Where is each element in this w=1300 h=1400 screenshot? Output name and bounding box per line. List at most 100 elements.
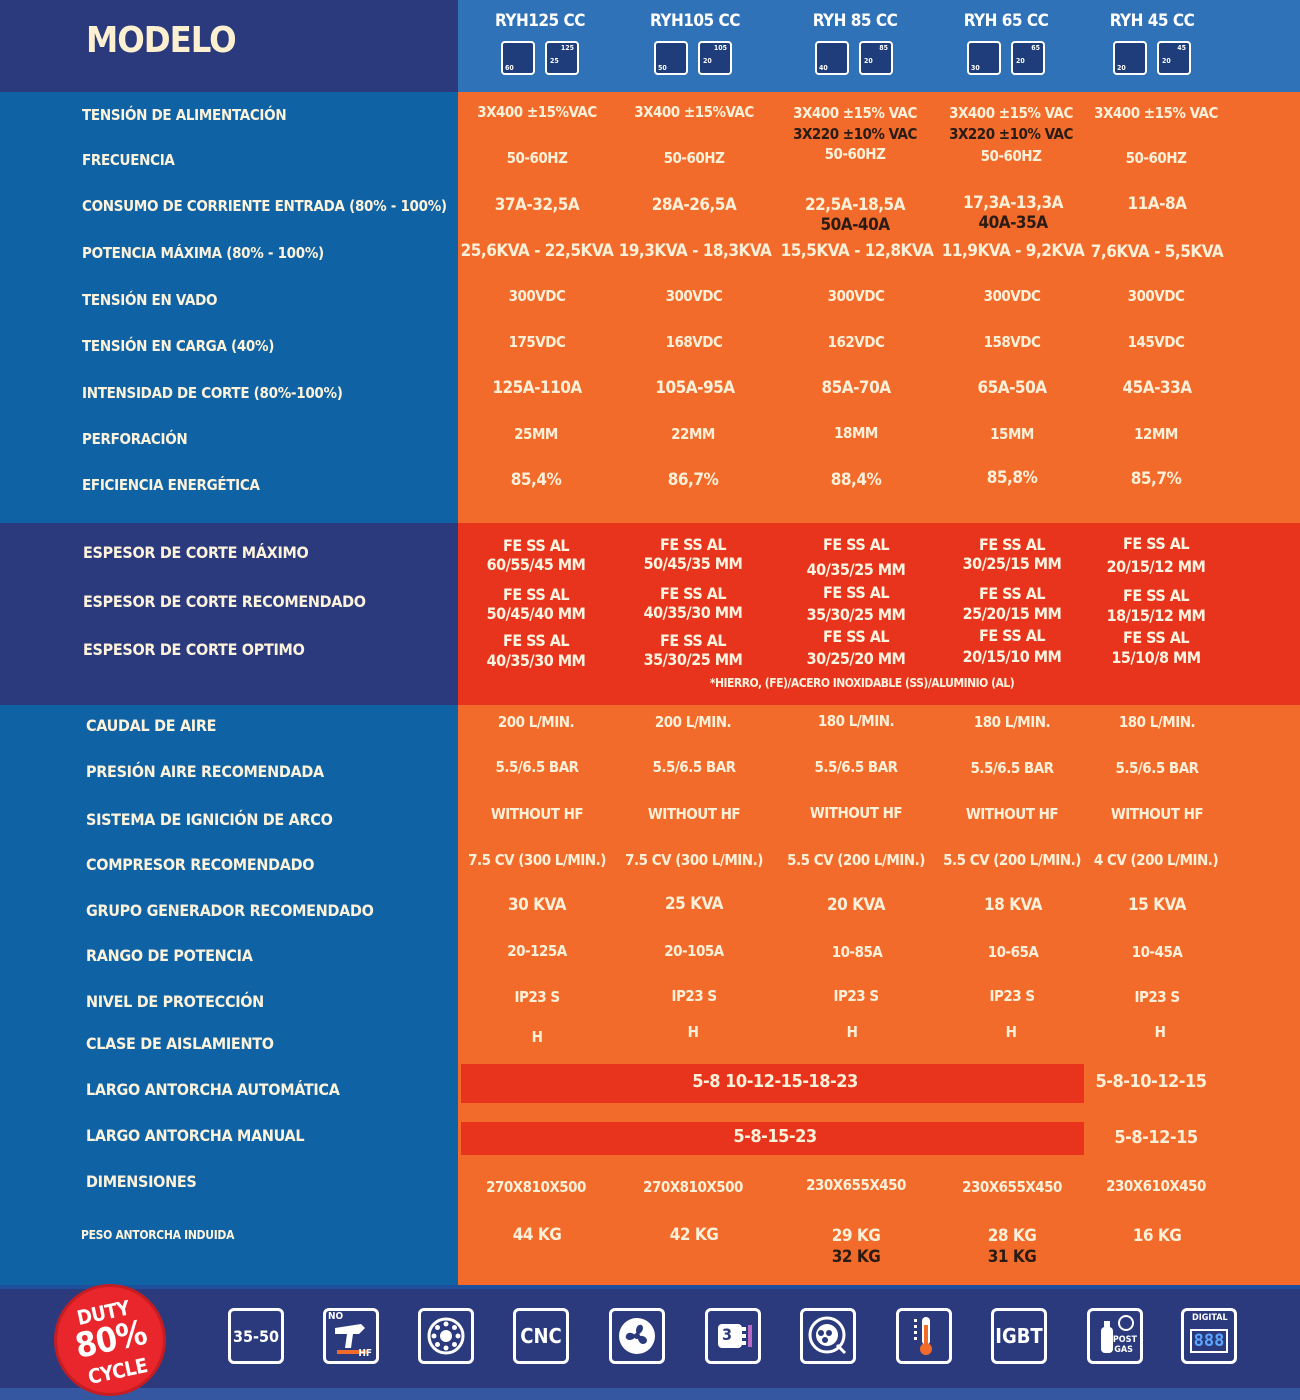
- model-name: RYH 65 CC: [963, 11, 1049, 31]
- connector-icon: [418, 1308, 474, 1364]
- label-aislamiento: CLASE DE AISLAMIENTO: [86, 1034, 274, 1053]
- torch-manual-value-last: 5-8-12-15: [1114, 1127, 1198, 1148]
- model-name: RYH 45 CC: [1109, 11, 1195, 31]
- label-eficiencia: EFICIENCIA ENERGÉTICA: [82, 476, 260, 494]
- pierce-icon: 50: [654, 41, 688, 75]
- cell-value-2: 32 KG: [831, 1247, 881, 1267]
- values-panel-1: [458, 92, 1300, 523]
- cell-value: 270X810X500: [643, 1178, 743, 1196]
- cut-value: 60/55/45 MM: [486, 555, 586, 574]
- label-espesor-recomendado: ESPESOR DE CORTE RECOMENDADO: [83, 592, 366, 611]
- metals-footnote: *HIERRO, (FE)/ACERO INOXIDABLE (SS)/ALUM…: [709, 676, 1015, 690]
- cell-value: 50-60HZ: [1125, 149, 1187, 167]
- cell-value: 158VDC: [983, 333, 1041, 351]
- model-name: RYH125 CC: [495, 11, 585, 31]
- cell-value: H: [687, 1023, 699, 1041]
- cell-value: 125A-110A: [492, 378, 582, 398]
- label-espesor-maximo: ESPESOR DE CORTE MÁXIMO: [83, 543, 309, 562]
- label-proteccion: NIVEL DE PROTECCIÓN: [86, 992, 264, 1011]
- torch-manual-bar: [461, 1122, 1084, 1155]
- metal-header: FE SS AL: [978, 626, 1046, 645]
- cell-value: 28 KG: [987, 1226, 1037, 1246]
- cell-value: 50-60HZ: [980, 147, 1042, 165]
- metal-header: FE SS AL: [502, 631, 570, 650]
- cell-value: 44 KG: [512, 1225, 562, 1245]
- labels-panel-2: [0, 523, 458, 705]
- cell-value-220: 50A-40A: [820, 215, 890, 235]
- metal-header: FE SS AL: [659, 631, 727, 650]
- cell-value: 12MM: [1134, 425, 1178, 443]
- values-panel-2: [458, 523, 1300, 705]
- cut-range-icon: 85 20: [859, 41, 893, 75]
- cell-value: H: [1005, 1023, 1017, 1041]
- metal-header: FE SS AL: [1122, 586, 1190, 605]
- cell-value: 5.5/6.5 BAR: [1115, 759, 1199, 777]
- cell-value: 5.5 CV (200 L/MIN.): [943, 851, 1081, 869]
- cell-value: H: [1154, 1023, 1166, 1041]
- digital-display-icon: DIGITAL 888: [1181, 1308, 1237, 1364]
- cut-value: 35/30/25 MM: [806, 605, 906, 624]
- torch-auto-value-last: 5-8-10-12-15: [1095, 1071, 1207, 1092]
- post-gas-icon: POST GAS: [1087, 1308, 1143, 1364]
- pierce-icon: 60: [501, 41, 535, 75]
- cell-value: 300VDC: [1127, 287, 1185, 305]
- cell-value: 85,7%: [1130, 469, 1182, 489]
- values-panel-3: [458, 705, 1300, 1285]
- pierce-icon: 20: [1113, 41, 1147, 75]
- torch-auto-value: 5-8 10-12-15-18-23: [692, 1071, 858, 1092]
- label-frecuencia: FRECUENCIA: [82, 151, 175, 169]
- cell-value: 20-125A: [507, 942, 567, 960]
- cell-value: 300VDC: [983, 287, 1041, 305]
- cell-value: 10-65A: [987, 943, 1039, 961]
- cut-value: 35/30/25 MM: [643, 650, 743, 669]
- cut-range-icon: 125 25: [545, 41, 579, 75]
- cell-value: 5.5 CV (200 L/MIN.): [787, 851, 925, 869]
- cell-value: 200 L/MIN.: [497, 713, 575, 731]
- cell-value: 230X655X450: [806, 1176, 906, 1194]
- cell-value: 85,4%: [510, 470, 562, 490]
- post-gas-clock-icon: [1118, 1315, 1134, 1331]
- cell-value: 200 L/MIN.: [654, 713, 732, 731]
- cell-value: 162VDC: [827, 333, 885, 351]
- cell-value: IP23 S: [1134, 988, 1180, 1006]
- cell-value: 5.5/6.5 BAR: [652, 758, 736, 776]
- label-dimensiones: DIMENSIONES: [86, 1172, 197, 1191]
- label-generador: GRUPO GENERADOR RECOMENDADO: [86, 901, 374, 920]
- label-caudal: CAUDAL DE AIRE: [86, 716, 217, 735]
- label-perforacion: PERFORACIÓN: [82, 430, 188, 448]
- cell-value: 22MM: [671, 425, 715, 443]
- cell-value: 25,6KVA - 22,5KVA: [460, 241, 614, 261]
- cell-value: 145VDC: [1127, 333, 1185, 351]
- cell-value: 10-45A: [1131, 943, 1183, 961]
- cell-value: 30 KVA: [508, 895, 566, 915]
- cell-value: IP23 S: [833, 987, 879, 1005]
- cell-value: 85,8%: [986, 468, 1038, 488]
- metal-header: FE SS AL: [822, 627, 890, 646]
- label-tension-vacio: TENSIÓN EN VADO: [82, 291, 218, 309]
- cell-value: 3X400 ±15% VAC: [1094, 104, 1218, 122]
- cell-value: 7.5 CV (300 L/MIN.): [468, 851, 606, 869]
- labels-panel-3: [0, 705, 458, 1285]
- metal-header: FE SS AL: [1122, 628, 1190, 647]
- torch-manual-value: 5-8-15-23: [733, 1126, 817, 1147]
- cut-value: 40/35/25 MM: [806, 560, 906, 579]
- cell-value: WITHOUT HF: [490, 805, 584, 823]
- cell-value: 16 KG: [1132, 1226, 1182, 1246]
- pierce-icon: 40: [815, 41, 849, 75]
- label-tension-alimentacion: TENSIÓN DE ALIMENTACIÓN: [82, 106, 287, 124]
- cell-value: 4 CV (200 L/MIN.): [1093, 851, 1219, 869]
- three-phase-plug-icon: 3: [705, 1308, 761, 1364]
- metal-header: FE SS AL: [822, 535, 890, 554]
- cell-value: 19,3KVA - 18,3KVA: [618, 241, 772, 261]
- cell-value: 180 L/MIN.: [973, 713, 1051, 731]
- cell-value: 50-60HZ: [663, 149, 725, 167]
- cut-value: 20/15/12 MM: [1106, 557, 1206, 576]
- cell-value: WITHOUT HF: [647, 805, 741, 823]
- no-hf-torch-icon: NO HF: [323, 1308, 379, 1364]
- cut-value: 25/20/15 MM: [962, 604, 1062, 623]
- label-espesor-optimo: ESPESOR DE CORTE OPTIMO: [83, 640, 305, 659]
- cell-value: 18 KVA: [984, 895, 1042, 915]
- fan-icon: [609, 1308, 665, 1364]
- metal-header: FE SS AL: [502, 585, 570, 604]
- cell-value: H: [531, 1028, 543, 1046]
